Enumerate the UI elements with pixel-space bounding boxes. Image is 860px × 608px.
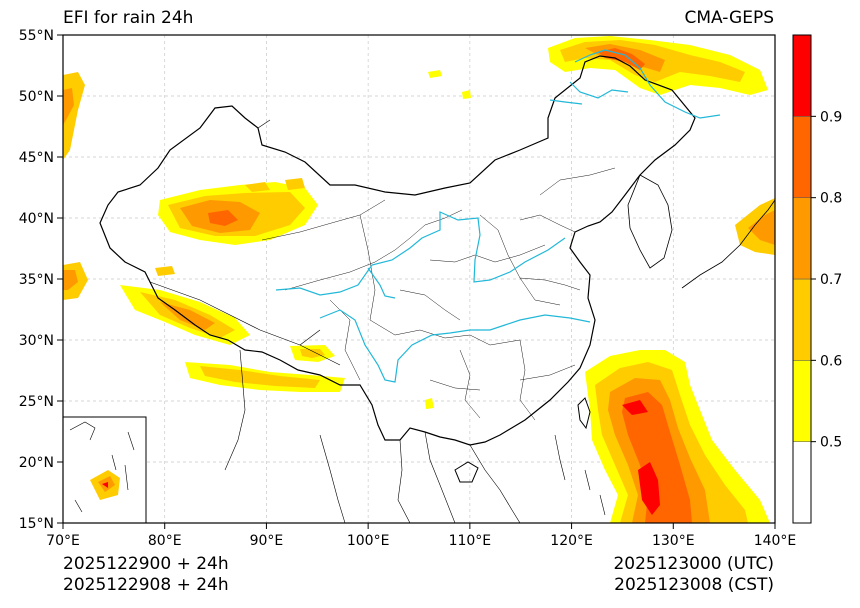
province-borders [261, 167, 616, 421]
lon-tick-label: 120°E [550, 533, 593, 549]
colorbar-tick-label: 0.7 [820, 272, 842, 288]
neighbor-borders [149, 119, 456, 523]
inset-efi-shading [102, 482, 108, 488]
lon-tick-label: 90°E [250, 533, 284, 549]
valid-time-block: 2025123000 (UTC) 2025123008 (CST) [613, 554, 774, 596]
map-title: EFI for rain 24h [63, 8, 194, 28]
lat-tick-label: 20°N [19, 455, 54, 471]
lon-tick-label: 140°E [754, 533, 797, 549]
colorbar-tick-label: 0.8 [820, 191, 842, 207]
south-china-sea-inset [62, 416, 147, 524]
colorbar-segment [792, 360, 812, 442]
china-national-border [99, 55, 696, 446]
coastline-se-asia [319, 434, 606, 523]
amur-river [574, 49, 721, 119]
lat-tick-label: 25°N [19, 394, 54, 410]
init-time-utc: 2025122900 + 24h [63, 554, 229, 574]
efi-area-west [63, 88, 74, 125]
upper-yellow-river [367, 267, 396, 299]
inset-coast [69, 421, 135, 513]
valid-time-cst: 2025123008 (CST) [614, 575, 774, 595]
valid-time-utc: 2025123000 (UTC) [613, 554, 774, 574]
colorbar: 0.5 0.6 0.7 0.8 0.9 [792, 34, 842, 524]
lon-tick-label: 100°E [347, 533, 390, 549]
rivers [275, 49, 721, 383]
efi-area-tibet [200, 366, 320, 388]
efi-area-northeast [598, 48, 645, 70]
efi-area-pacific [622, 400, 648, 415]
init-time-cst: 2025122908 + 24h [63, 575, 229, 595]
efi-area-pacific [638, 462, 660, 515]
korea-outline [627, 174, 673, 269]
efi-area-misc [425, 398, 434, 409]
efi-area-misc [245, 182, 270, 192]
lon-tick-label: 130°E [652, 533, 695, 549]
efi-area-misc [155, 266, 175, 276]
map-axes: 70°E 80°E 90°E 100°E 110°E 120°E 130°E 140°E 55°… [19, 28, 797, 549]
colorbar-tick-label: 0.9 [820, 109, 842, 125]
lon-tick-label: 70°E [46, 533, 80, 549]
efi-area-tibet [300, 349, 325, 358]
colorbar-segment [792, 278, 812, 361]
lon-tick-label: 80°E [148, 533, 182, 549]
lat-tick-label: 15°N [19, 516, 54, 532]
lat-tick-label: 40°N [19, 211, 54, 227]
colorbar-segment [792, 197, 812, 280]
efi-shading [63, 36, 775, 523]
efi-area-misc [285, 178, 305, 190]
efi-area-japan [748, 210, 775, 245]
init-time-block: 2025122900 + 24h 2025122908 + 24h [63, 554, 229, 596]
taiwan-outline [577, 397, 591, 430]
colorbar-segment [792, 34, 812, 117]
yangtze-river [319, 309, 591, 383]
japan-outline [681, 199, 775, 289]
efi-area-misc [428, 70, 442, 78]
colorbar-segment [792, 116, 812, 198]
lat-tick-label: 30°N [19, 333, 54, 349]
efi-area-pacific [622, 392, 692, 523]
yellow-river [275, 211, 566, 296]
songhua-river [549, 81, 629, 105]
lat-tick-label: 45°N [19, 150, 54, 166]
colorbar-tick-label: 0.6 [820, 353, 842, 369]
hainan-outline [454, 461, 479, 483]
efi-area-misc [462, 90, 471, 99]
lat-tick-label: 55°N [19, 28, 54, 44]
lon-tick-label: 110°E [449, 533, 492, 549]
colorbar-tick-label: 0.5 [820, 435, 842, 451]
model-name: CMA-GEPS [684, 8, 774, 28]
graticule [63, 35, 775, 523]
country-borders [99, 55, 775, 523]
efi-area-west [63, 270, 78, 290]
lat-tick-label: 50°N [19, 89, 54, 105]
efi-area-xinjiang [208, 210, 238, 226]
colorbar-segment [792, 441, 812, 524]
lat-tick-label: 35°N [19, 272, 54, 288]
